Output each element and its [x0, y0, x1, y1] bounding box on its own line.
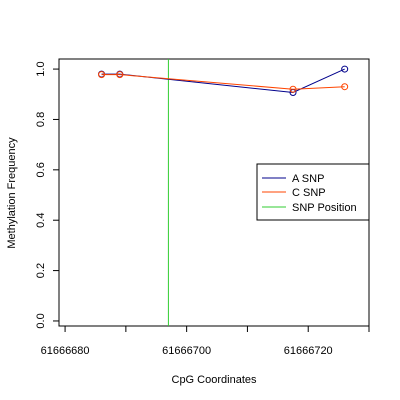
y-axis-title: Methylation Frequency: [6, 137, 18, 249]
data-point-a-snp: [341, 65, 349, 73]
x-tick-label: 61666700: [162, 345, 211, 357]
data-point-c-snp: [98, 71, 106, 79]
y-tick-label: 0.2: [35, 263, 47, 278]
data-point-c-snp: [341, 83, 349, 91]
legend-label-a-snp: A SNP: [292, 173, 324, 185]
y-tick-label: 1.0: [35, 61, 47, 76]
y-tick-label: 0.8: [35, 112, 47, 127]
axes: 61666680 61666700 61666720 0.0 0.2 0.4 0.6 0.8 1…: [35, 61, 370, 357]
x-axis-title: CpG Coordinates: [172, 374, 257, 386]
y-tick-label: 0.4: [35, 213, 47, 228]
x-tick-label: 61666720: [284, 345, 333, 357]
legend-label-c-snp: C SNP: [292, 187, 326, 199]
series-line-a-snp: [101, 68, 345, 94]
data-point-c-snp: [116, 71, 124, 79]
legend-label-snp-position: SNP Position: [292, 202, 357, 214]
legend: A SNP C SNP SNP Position: [256, 163, 370, 221]
x-tick-label: 61666680: [41, 345, 90, 357]
series-group: [98, 59, 349, 326]
data-point-c-snp: [289, 85, 297, 93]
series-line-c-snp: [101, 74, 345, 90]
y-tick-label: 0.0: [35, 313, 47, 328]
y-tick-label: 0.6: [35, 162, 47, 177]
